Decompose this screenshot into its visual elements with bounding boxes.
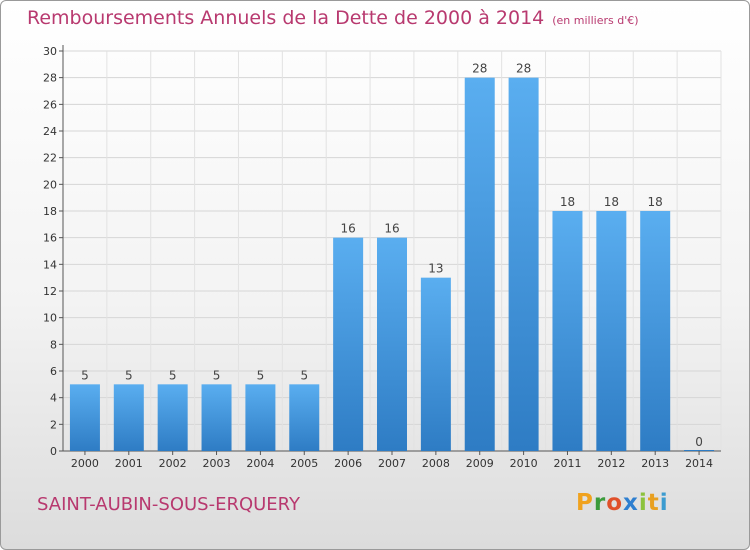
y-tick-label: 18 [43, 205, 57, 218]
x-tick-label: 2005 [290, 457, 318, 470]
y-tick-label: 10 [43, 312, 57, 325]
chart-title: Remboursements Annuels de la Dette de 20… [27, 7, 639, 29]
bar-value-label: 5 [81, 368, 89, 382]
bar [508, 77, 539, 452]
bar [596, 211, 627, 451]
y-tick-label: 14 [43, 258, 57, 271]
proxiti-logo: Proxiti [576, 490, 669, 516]
y-tick-label: 26 [43, 98, 57, 111]
x-tick-label: 2009 [466, 457, 494, 470]
y-tick-label: 12 [43, 285, 57, 298]
x-tick-label: 2012 [597, 457, 625, 470]
y-tick-label: 6 [50, 365, 57, 378]
logo-letter: i [659, 490, 669, 516]
x-tick-label: 2003 [203, 457, 231, 470]
x-tick-label: 2013 [641, 457, 669, 470]
bar-value-label: 13 [428, 262, 443, 276]
bar [464, 77, 495, 452]
logo-letter: r [593, 490, 607, 516]
logo-letter: i [638, 490, 648, 516]
y-tick-label: 16 [43, 232, 57, 245]
bar-value-label: 28 [472, 62, 487, 76]
x-tick-label: 2001 [115, 457, 143, 470]
x-tick-label: 2006 [334, 457, 362, 470]
bar [245, 384, 276, 451]
x-tick-label: 2000 [71, 457, 99, 470]
bar [69, 384, 100, 451]
x-tick-label: 2007 [378, 457, 406, 470]
bar-value-label: 18 [604, 195, 619, 209]
y-tick-label: 8 [50, 338, 57, 351]
logo-letter: t [647, 490, 660, 516]
chart-unit: (en milliers d'€) [552, 14, 639, 27]
logo-letter: P [576, 490, 594, 516]
x-tick-label: 2004 [246, 457, 274, 470]
logo-letter: o [606, 490, 624, 516]
chart-title-text: Remboursements Annuels de la Dette de 20… [27, 7, 545, 29]
bar-value-label: 5 [300, 368, 308, 382]
bar [333, 237, 364, 451]
bar-value-label: 0 [695, 435, 703, 449]
y-tick-label: 28 [43, 72, 57, 85]
bar [552, 211, 583, 451]
bar-value-label: 5 [125, 368, 133, 382]
x-tick-label: 2011 [553, 457, 581, 470]
bar [201, 384, 232, 451]
bar-value-label: 5 [257, 368, 265, 382]
x-tick-label: 2008 [422, 457, 450, 470]
bar [377, 237, 407, 451]
y-tick-label: 24 [43, 125, 57, 138]
bar-value-label: 16 [384, 222, 399, 236]
bar [157, 384, 188, 451]
y-tick-label: 4 [50, 392, 57, 405]
bar-value-label: 28 [516, 62, 531, 76]
y-tick-label: 30 [43, 45, 57, 58]
bar-value-label: 16 [340, 222, 355, 236]
bar-value-label: 18 [648, 195, 663, 209]
y-tick-label: 2 [50, 418, 57, 431]
labels: 5 2000 5 2001 5 2002 5 2003 5 2004 5 2005 16 2006 16 20… [71, 62, 713, 470]
bar-value-label: 18 [560, 195, 575, 209]
y-tick-label: 20 [43, 178, 57, 191]
bar [113, 384, 144, 451]
bar [289, 384, 320, 451]
y-tick-label: 22 [43, 152, 57, 165]
bar [420, 277, 451, 451]
y-tick-label: 0 [50, 445, 57, 458]
bars [69, 77, 715, 452]
bar-value-label: 5 [169, 368, 177, 382]
x-tick-label: 2010 [510, 457, 538, 470]
x-tick-label: 2014 [685, 457, 713, 470]
bar [640, 211, 671, 451]
bar-value-label: 5 [213, 368, 221, 382]
commune-name: SAINT-AUBIN-SOUS-ERQUERY [37, 494, 301, 515]
x-tick-label: 2002 [159, 457, 187, 470]
logo-letter: x [623, 490, 639, 516]
